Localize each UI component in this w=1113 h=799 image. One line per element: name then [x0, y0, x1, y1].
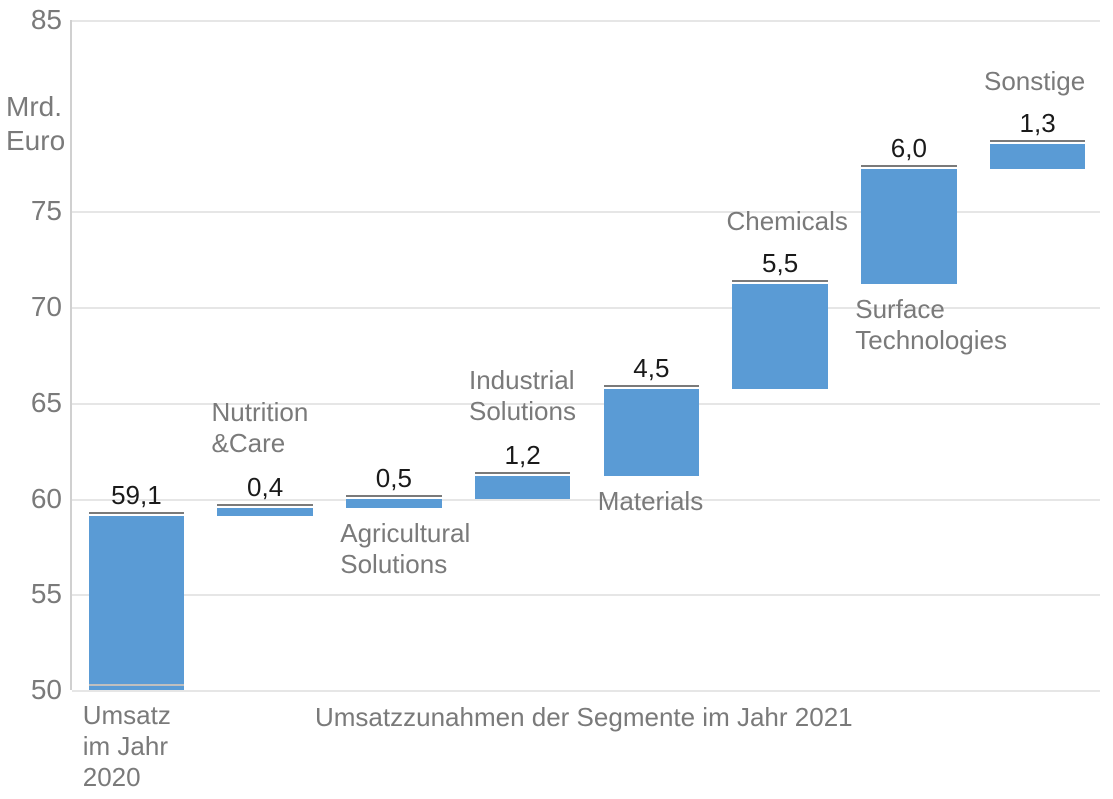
value-underline [475, 472, 570, 474]
category-label: Chemicals [726, 206, 847, 237]
bar [604, 389, 699, 475]
y-tick-label: 55 [31, 578, 72, 610]
category-label: Industrial Solutions [469, 365, 576, 427]
value-underline [89, 512, 184, 514]
value-underline [217, 504, 312, 506]
waterfall-chart: 50 55 60 65 70 75 85 59,1 Umsatz im Jahr 2020 0,4… [0, 0, 1113, 799]
bar-value-label: 1,2 [505, 440, 541, 471]
bar [89, 516, 184, 690]
y-tick-label: 65 [31, 387, 72, 419]
bar [346, 499, 441, 509]
y-tick-label: 50 [31, 674, 72, 706]
y-tick-label: 60 [31, 483, 72, 515]
y-tick-label: 70 [31, 291, 72, 323]
plot-area: 5055606570758559,1Umsatz im Jahr 20200,4… [70, 20, 1100, 690]
y-tick-label: 75 [31, 195, 72, 227]
bar [861, 169, 956, 284]
base-marker [89, 684, 184, 686]
bar [990, 144, 1085, 169]
gridline [72, 499, 1100, 501]
bar-value-label: 4,5 [633, 353, 669, 384]
value-underline [732, 280, 827, 282]
bar-value-label: 5,5 [762, 248, 798, 279]
bar [475, 476, 570, 499]
value-underline [604, 385, 699, 387]
value-underline [990, 140, 1085, 142]
x-axis-caption: Umsatzzunahmen der Segmente im Jahr 2021 [315, 702, 853, 733]
value-underline [861, 165, 956, 167]
bar-value-label: 0,4 [247, 472, 283, 503]
category-label: Materials [598, 486, 703, 517]
category-label: Nutrition &Care [211, 397, 308, 459]
y-axis-title: Mrd. Euro [6, 90, 65, 157]
value-underline [346, 495, 441, 497]
gridline [72, 690, 1100, 692]
bar [217, 508, 312, 516]
bar-value-label: 6,0 [891, 133, 927, 164]
bar [732, 284, 827, 389]
bar-value-label: 0,5 [376, 463, 412, 494]
bar-value-label: 59,1 [111, 480, 162, 511]
category-label: Umsatz im Jahr 2020 [83, 700, 171, 794]
category-label: Surface Technologies [855, 294, 1007, 356]
bar-value-label: 1,3 [1020, 108, 1056, 139]
y-tick-label: 85 [31, 4, 72, 36]
gridline [72, 20, 1100, 22]
category-label: Agricultural Solutions [340, 518, 470, 580]
gridline [72, 594, 1100, 596]
category-label: Sonstige [984, 66, 1085, 97]
